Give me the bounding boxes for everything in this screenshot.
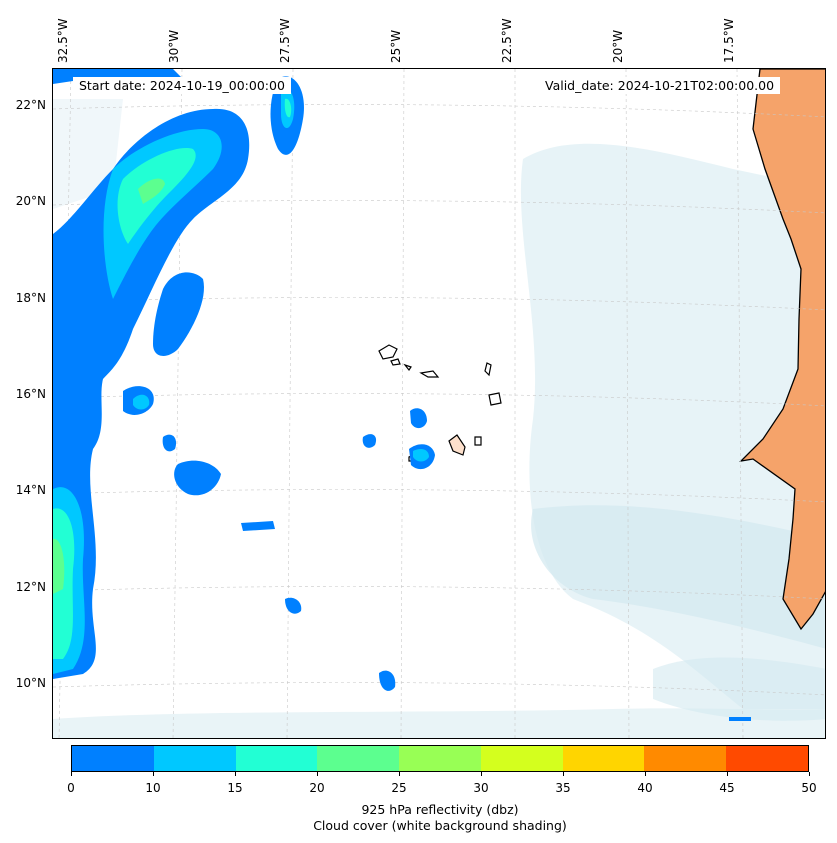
parallel-line [53,489,825,503]
reflectivity-blob-west-islands [362,434,377,448]
colorbar-segment-1 [153,746,236,771]
colorbar-tick-label: 0 [67,781,75,795]
meridian-line [625,69,630,738]
cloud-cover-southeast [653,657,825,721]
colorbar-segment-7 [644,746,727,771]
island-santa-luzia [403,363,412,372]
colorbar-tick [70,772,72,776]
colorbar-label-cloud-cover: Cloud cover (white background shading) [313,818,567,833]
colorbar-tick-label: 10 [145,781,161,795]
colorbar-tick [152,772,154,776]
colorbar-tick [808,772,810,776]
colorbar-segment-8 [726,746,809,771]
lat-label-14n: 14°N [15,483,46,497]
reflectivity-blob-south-right [729,717,751,721]
colorbar-segment-2 [235,746,318,771]
island-boa-vista [488,392,502,406]
meridian-line [736,69,744,738]
reflectivity-layer [53,69,751,721]
lon-label-25w: 25°W [389,29,403,63]
colorbar-tick [316,772,318,776]
cloud-cover-south-band [531,505,825,649]
colorbar-tick [644,772,646,776]
colorbar-tick-label: 45 [719,781,735,795]
colorbar-tick [480,772,482,776]
reflectivity-layer-20-25 [53,178,165,594]
reflectivity-blob-12-5n [241,521,275,531]
reflectivity-island-north [410,408,427,429]
start-date-label: Start date: 2024-10-19_00:00:00 [73,77,291,94]
meridian-line [172,69,183,738]
lon-label-30w: 30°W [167,29,181,63]
map-panel [52,68,826,739]
parallel-line [53,586,825,600]
lat-label-10n: 10°N [15,676,46,690]
cloud-cover-layer [53,99,825,738]
lon-label-27-5w: 27.5°W [278,18,292,63]
reflectivity-blob-15n [162,434,177,452]
west-africa-land [739,69,825,631]
lon-label-20w: 20°W [611,29,625,63]
parallel-line [53,682,825,696]
lon-label-22-5w: 22.5°W [500,18,514,63]
parallel-line [53,104,825,118]
colorbar-tick-label: 50 [801,781,817,795]
colorbar-segment-3 [317,746,400,771]
colorbar-tick [398,772,400,776]
lat-label-12n: 12°N [15,580,46,594]
colorbar-label-reflectivity: 925 hPa reflectivity (dbz) [361,802,519,817]
cape-verde-islands [378,344,502,462]
colorbar-segment-4 [399,746,481,771]
reflectivity-west-band [53,108,250,679]
map-canvas [53,69,825,738]
reflectivity-blob-14-5n [174,460,221,496]
cloud-cover-bottom [53,708,825,738]
parallel-line [53,393,825,407]
colorbar-tick-label: 20 [309,781,325,795]
colorbar-segment-6 [562,746,645,771]
lon-label-32-5w: 32.5°W [56,18,70,63]
lat-label-22n: 22°N [15,98,46,112]
colorbar-tick [234,772,236,776]
island-santiago [448,434,466,456]
colorbar-tick-label: 15 [227,781,243,795]
island-maio [474,436,482,446]
lat-label-16n: 16°N [15,387,46,401]
colorbar-tick-label: 25 [391,781,407,795]
valid-date-label: Valid_date: 2024-10-21T02:00:00.00 [539,77,781,94]
lon-label-17-5w: 17.5°W [722,18,736,63]
colorbar-tick-label: 40 [637,781,653,795]
reflectivity-blob-10n [379,670,396,691]
lat-label-20n: 20°N [15,194,46,208]
island-sao-nicolau [419,370,440,378]
reflectivity-colorbar [71,745,809,772]
meridian-line [286,69,294,738]
island-santo-antao [378,344,398,360]
colorbar-segment-5 [480,746,563,771]
reflectivity-blob-18n [153,272,204,356]
colorbar-tick [726,772,728,776]
colorbar-segment-0 [72,746,154,771]
island-sao-vicente [390,358,401,366]
island-sal [484,362,492,377]
colorbar-tick-label: 30 [473,781,489,795]
meridian-line [400,69,405,738]
colorbar-tick-label: 35 [555,781,571,795]
colorbar-tick [562,772,564,776]
lat-label-18n: 18°N [15,291,46,305]
reflectivity-blob-12n [285,597,302,614]
